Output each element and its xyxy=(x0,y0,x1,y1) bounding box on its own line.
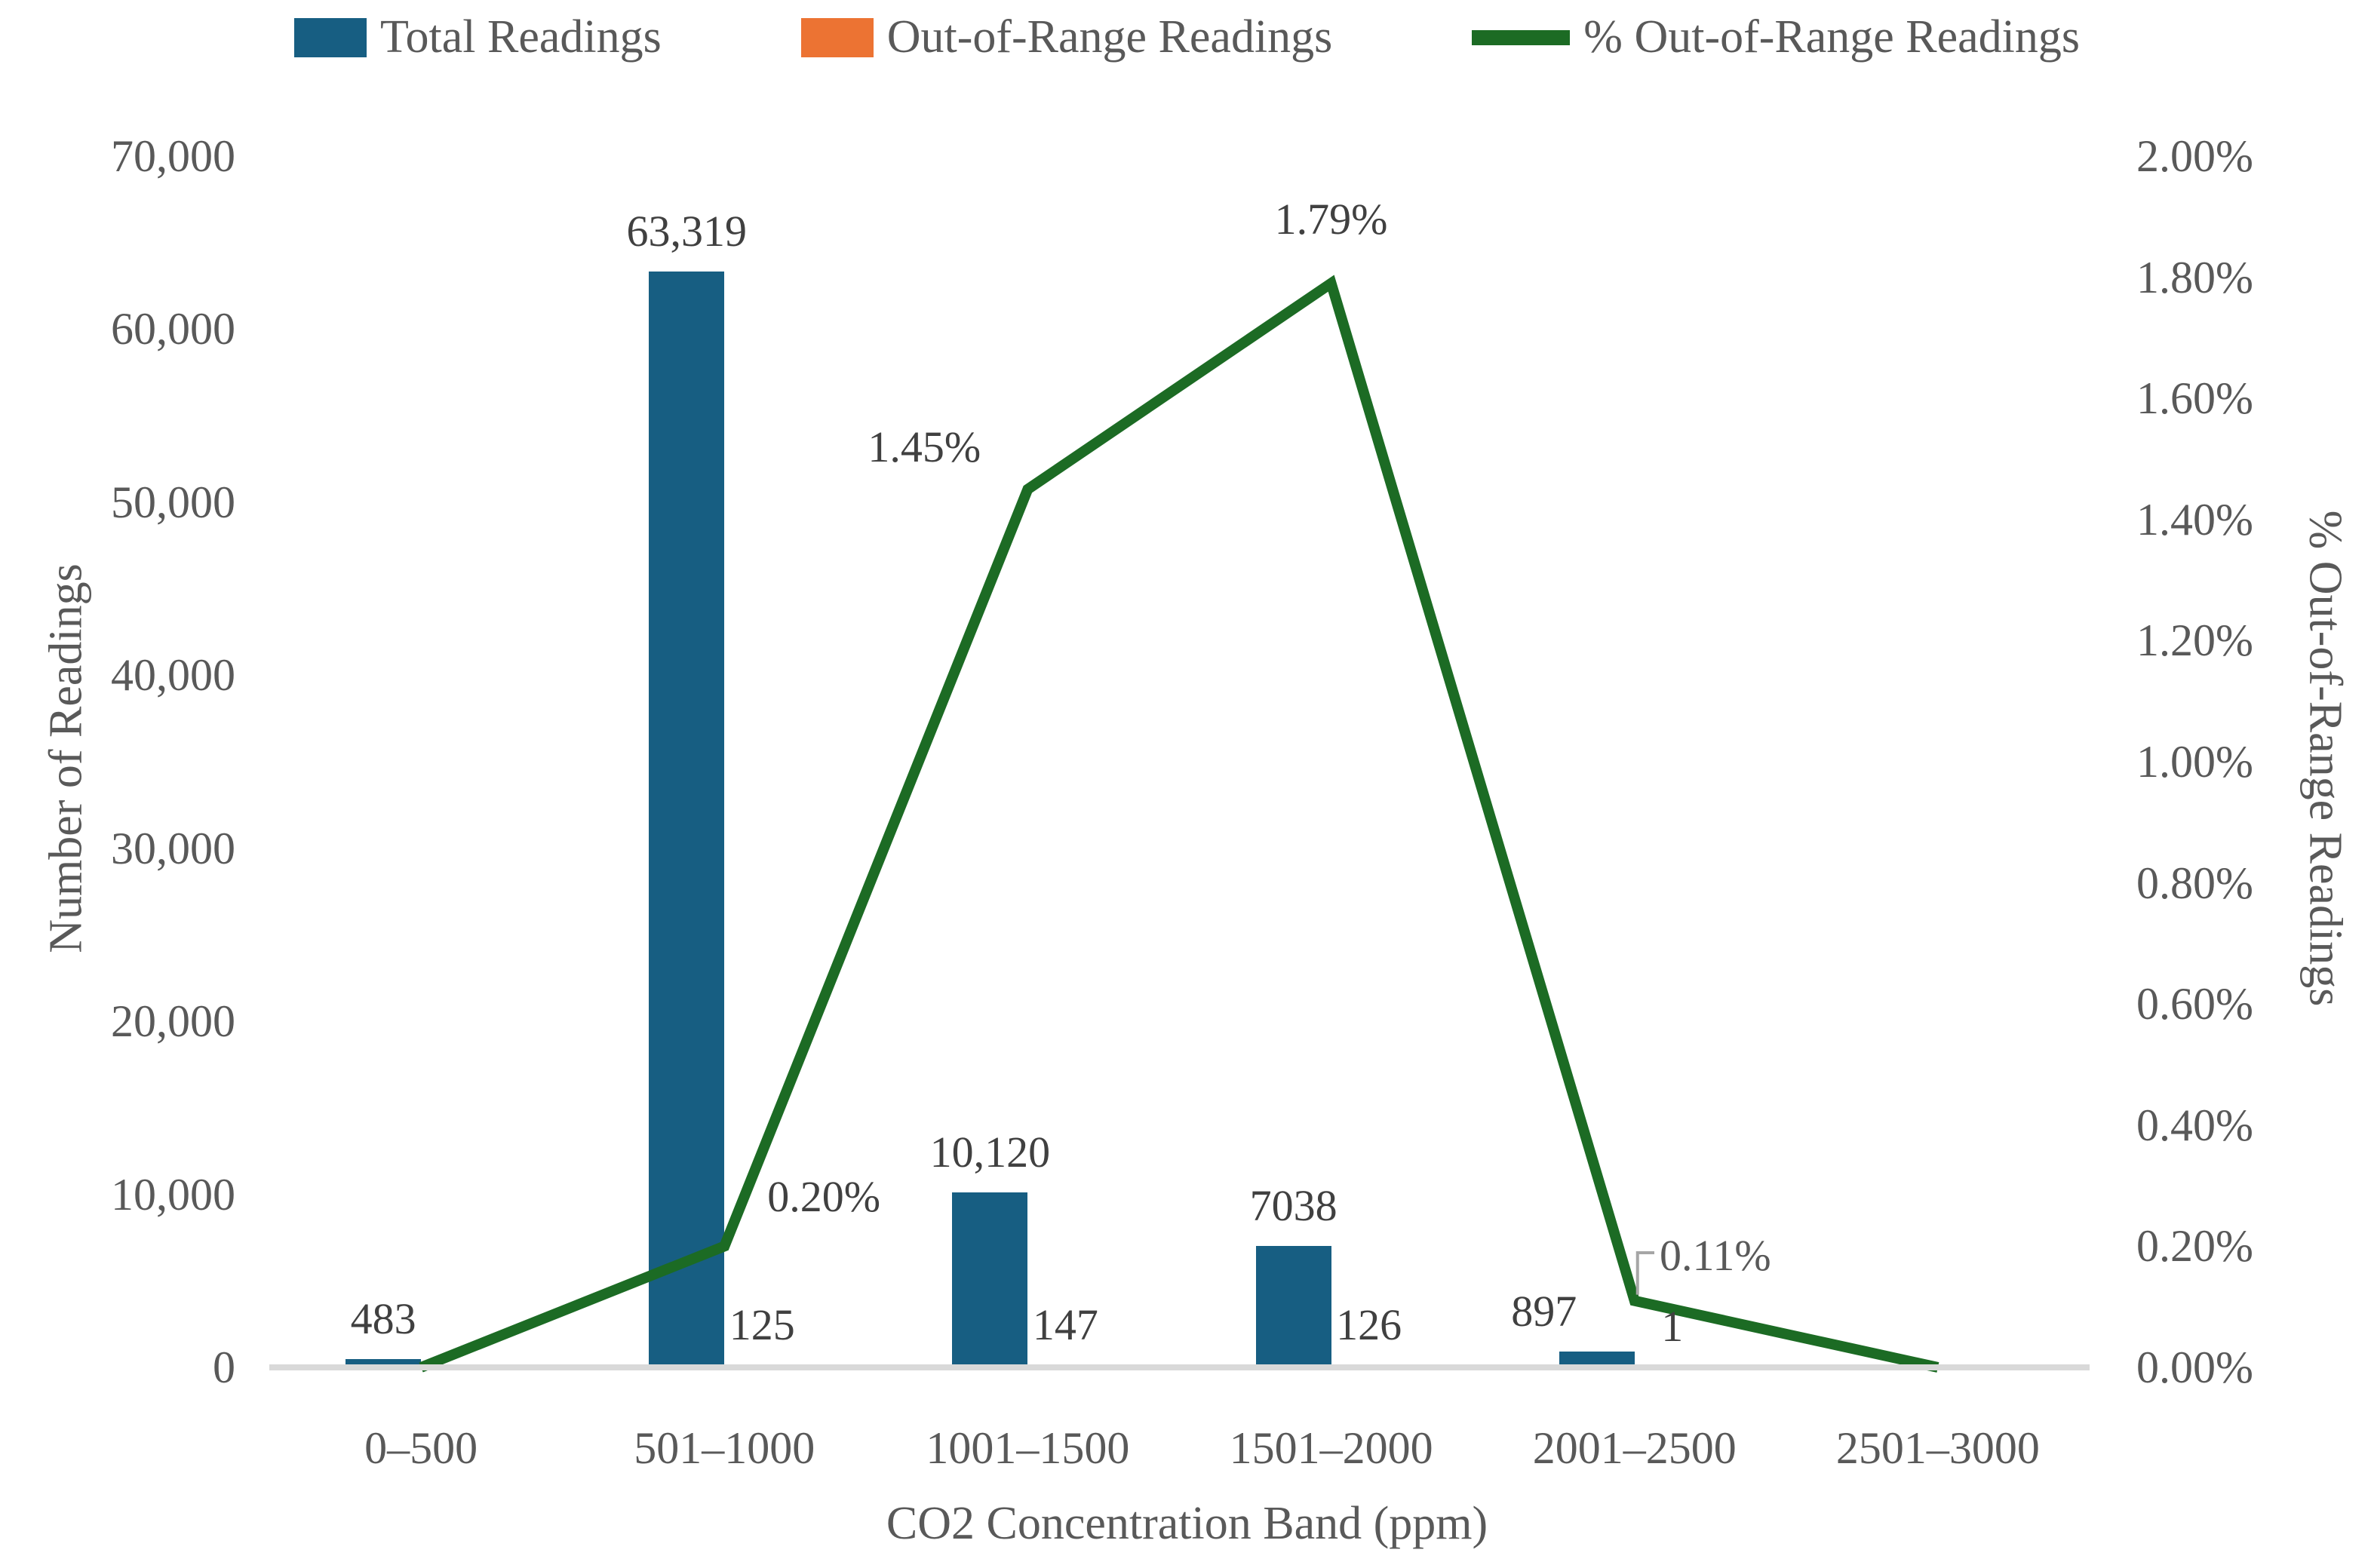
x-category-label-3: 1501–2000 xyxy=(1229,1423,1433,1473)
x-category-label-4: 2001–2500 xyxy=(1532,1423,1737,1473)
total-readings-bar-1 xyxy=(649,272,725,1367)
out-of-range-label-4: 1 xyxy=(1661,1302,1684,1351)
left-tick-50,000: 50,000 xyxy=(111,477,235,527)
x-category-label-1: 501–1000 xyxy=(634,1423,815,1473)
right-tick-1.80%: 1.80% xyxy=(2136,252,2253,302)
left-tick-10,000: 10,000 xyxy=(111,1169,235,1220)
out-of-range-label-3: 126 xyxy=(1336,1300,1402,1350)
right-tick-0.80%: 0.80% xyxy=(2136,858,2253,908)
legend-item-0: Total Readings xyxy=(293,11,662,64)
legend-line-swatch-icon xyxy=(1472,29,1571,45)
left-tick-40,000: 40,000 xyxy=(111,650,235,701)
callout-leader-line xyxy=(1635,1251,1654,1295)
x-axis-baseline xyxy=(269,1364,2090,1370)
chart-legend: Total Readings Out-of-Range Readings % Out… xyxy=(0,11,2374,64)
right-tick-0.20%: 0.20% xyxy=(2136,1221,2253,1272)
percent-line-label-1: 0.20% xyxy=(767,1172,881,1222)
left-tick-30,000: 30,000 xyxy=(111,823,235,873)
total-readings-label-2: 10,120 xyxy=(929,1127,1051,1177)
total-readings-bar-4 xyxy=(1559,1352,1635,1367)
left-tick-70,000: 70,000 xyxy=(111,131,235,181)
total-readings-label-4: 897 xyxy=(1511,1287,1577,1336)
legend-bar-swatch-icon xyxy=(293,17,367,57)
out-of-range-label-1: 125 xyxy=(729,1300,795,1350)
x-category-label-5: 2501–3000 xyxy=(1835,1423,2040,1473)
right-tick-0.00%: 0.00% xyxy=(2136,1342,2253,1392)
right-tick-1.60%: 1.60% xyxy=(2136,373,2253,424)
percent-line-label-2: 1.45% xyxy=(868,422,981,471)
right-tick-0.60%: 0.60% xyxy=(2136,979,2253,1029)
left-tick-0: 0 xyxy=(213,1342,235,1392)
legend-label: % Out-of-Range Readings xyxy=(1583,11,2081,63)
total-readings-bar-2 xyxy=(952,1192,1028,1367)
legend-item-2: % Out-of-Range Readings xyxy=(1472,11,2080,64)
legend-label: Out-of-Range Readings xyxy=(886,11,1333,63)
right-tick-1.00%: 1.00% xyxy=(2136,737,2253,787)
x-category-label-2: 1001–1500 xyxy=(926,1423,1130,1473)
right-tick-2.00%: 2.00% xyxy=(2136,131,2253,181)
legend-item-1: Out-of-Range Readings xyxy=(800,11,1333,64)
total-readings-label-1: 63,319 xyxy=(626,207,748,256)
percent-line-callout-label-4: 0.11% xyxy=(1660,1231,1771,1280)
total-readings-bar-0 xyxy=(346,1358,422,1367)
x-category-label-0: 0–500 xyxy=(364,1423,478,1473)
legend-label: Total Readings xyxy=(379,11,662,63)
out-of-range-label-2: 147 xyxy=(1032,1300,1098,1349)
percent-line-label-3: 1.79% xyxy=(1274,194,1388,244)
right-tick-1.40%: 1.40% xyxy=(2136,494,2253,545)
left-tick-20,000: 20,000 xyxy=(111,996,235,1047)
x-axis-title: CO2 Concentration Band (ppm) xyxy=(886,1498,1488,1549)
total-readings-bar-3 xyxy=(1255,1245,1331,1367)
legend-bar-swatch-icon xyxy=(800,17,874,57)
right-tick-1.20%: 1.20% xyxy=(2136,615,2253,666)
total-readings-label-3: 7038 xyxy=(1249,1180,1337,1230)
left-tick-60,000: 60,000 xyxy=(111,304,235,354)
percent-out-of-range-line xyxy=(419,275,1939,1373)
total-readings-label-0: 483 xyxy=(350,1293,416,1343)
right-tick-0.40%: 0.40% xyxy=(2136,1100,2253,1150)
